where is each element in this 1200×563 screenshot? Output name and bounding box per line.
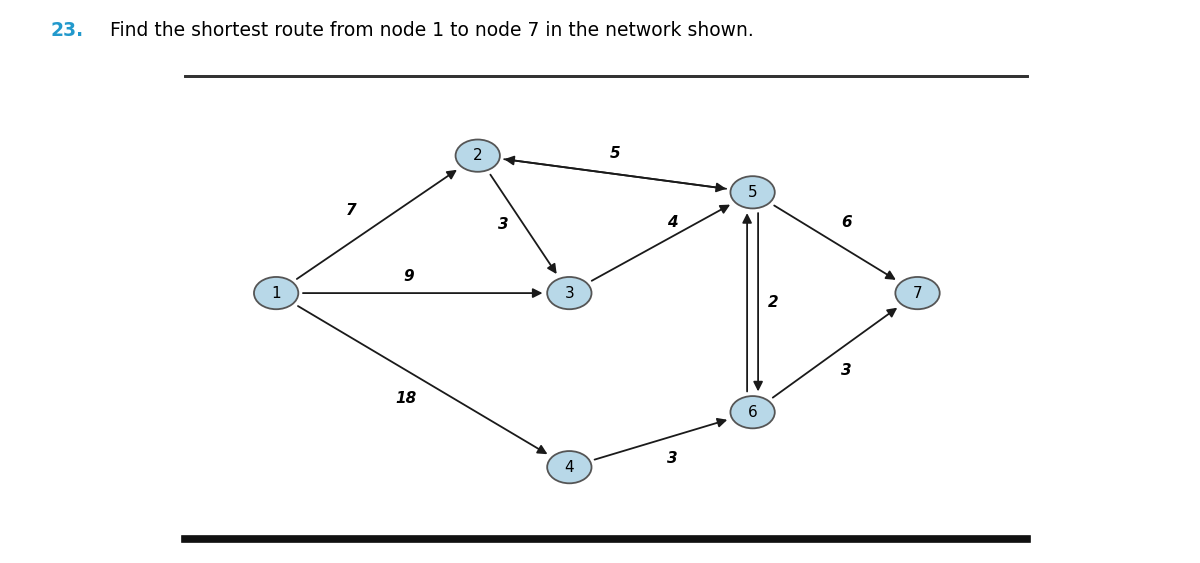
Text: 5: 5 <box>748 185 757 200</box>
Text: 4: 4 <box>667 215 677 230</box>
Ellipse shape <box>547 451 592 483</box>
Text: 5: 5 <box>610 146 620 162</box>
Text: 3: 3 <box>841 364 851 378</box>
Text: 6: 6 <box>841 215 851 230</box>
Ellipse shape <box>456 140 500 172</box>
FancyArrowPatch shape <box>302 289 540 297</box>
Ellipse shape <box>547 277 592 309</box>
FancyArrowPatch shape <box>774 205 894 279</box>
Text: 3: 3 <box>667 450 677 466</box>
Text: 23.: 23. <box>50 21 84 40</box>
Text: 2: 2 <box>473 148 482 163</box>
Text: Find the shortest route from node 1 to node 7 in the network shown.: Find the shortest route from node 1 to n… <box>98 21 754 40</box>
Text: 1: 1 <box>271 285 281 301</box>
FancyArrowPatch shape <box>773 309 895 397</box>
FancyArrowPatch shape <box>298 306 546 453</box>
Ellipse shape <box>895 277 940 309</box>
Text: 9: 9 <box>403 269 414 284</box>
FancyArrowPatch shape <box>743 215 751 391</box>
Ellipse shape <box>731 176 775 208</box>
Text: 6: 6 <box>748 405 757 419</box>
Ellipse shape <box>254 277 299 309</box>
Text: 7: 7 <box>913 285 923 301</box>
Ellipse shape <box>731 396 775 428</box>
FancyArrowPatch shape <box>592 205 728 281</box>
FancyArrowPatch shape <box>296 171 455 279</box>
Text: 2: 2 <box>768 295 778 310</box>
Text: 7: 7 <box>346 203 356 218</box>
FancyArrowPatch shape <box>506 157 726 189</box>
FancyArrowPatch shape <box>594 419 726 459</box>
Text: 3: 3 <box>564 285 575 301</box>
FancyArrowPatch shape <box>491 175 556 272</box>
Text: 3: 3 <box>498 217 509 232</box>
FancyArrowPatch shape <box>504 159 724 191</box>
Text: 4: 4 <box>564 459 574 475</box>
Text: 18: 18 <box>396 391 416 406</box>
FancyArrowPatch shape <box>755 213 762 390</box>
